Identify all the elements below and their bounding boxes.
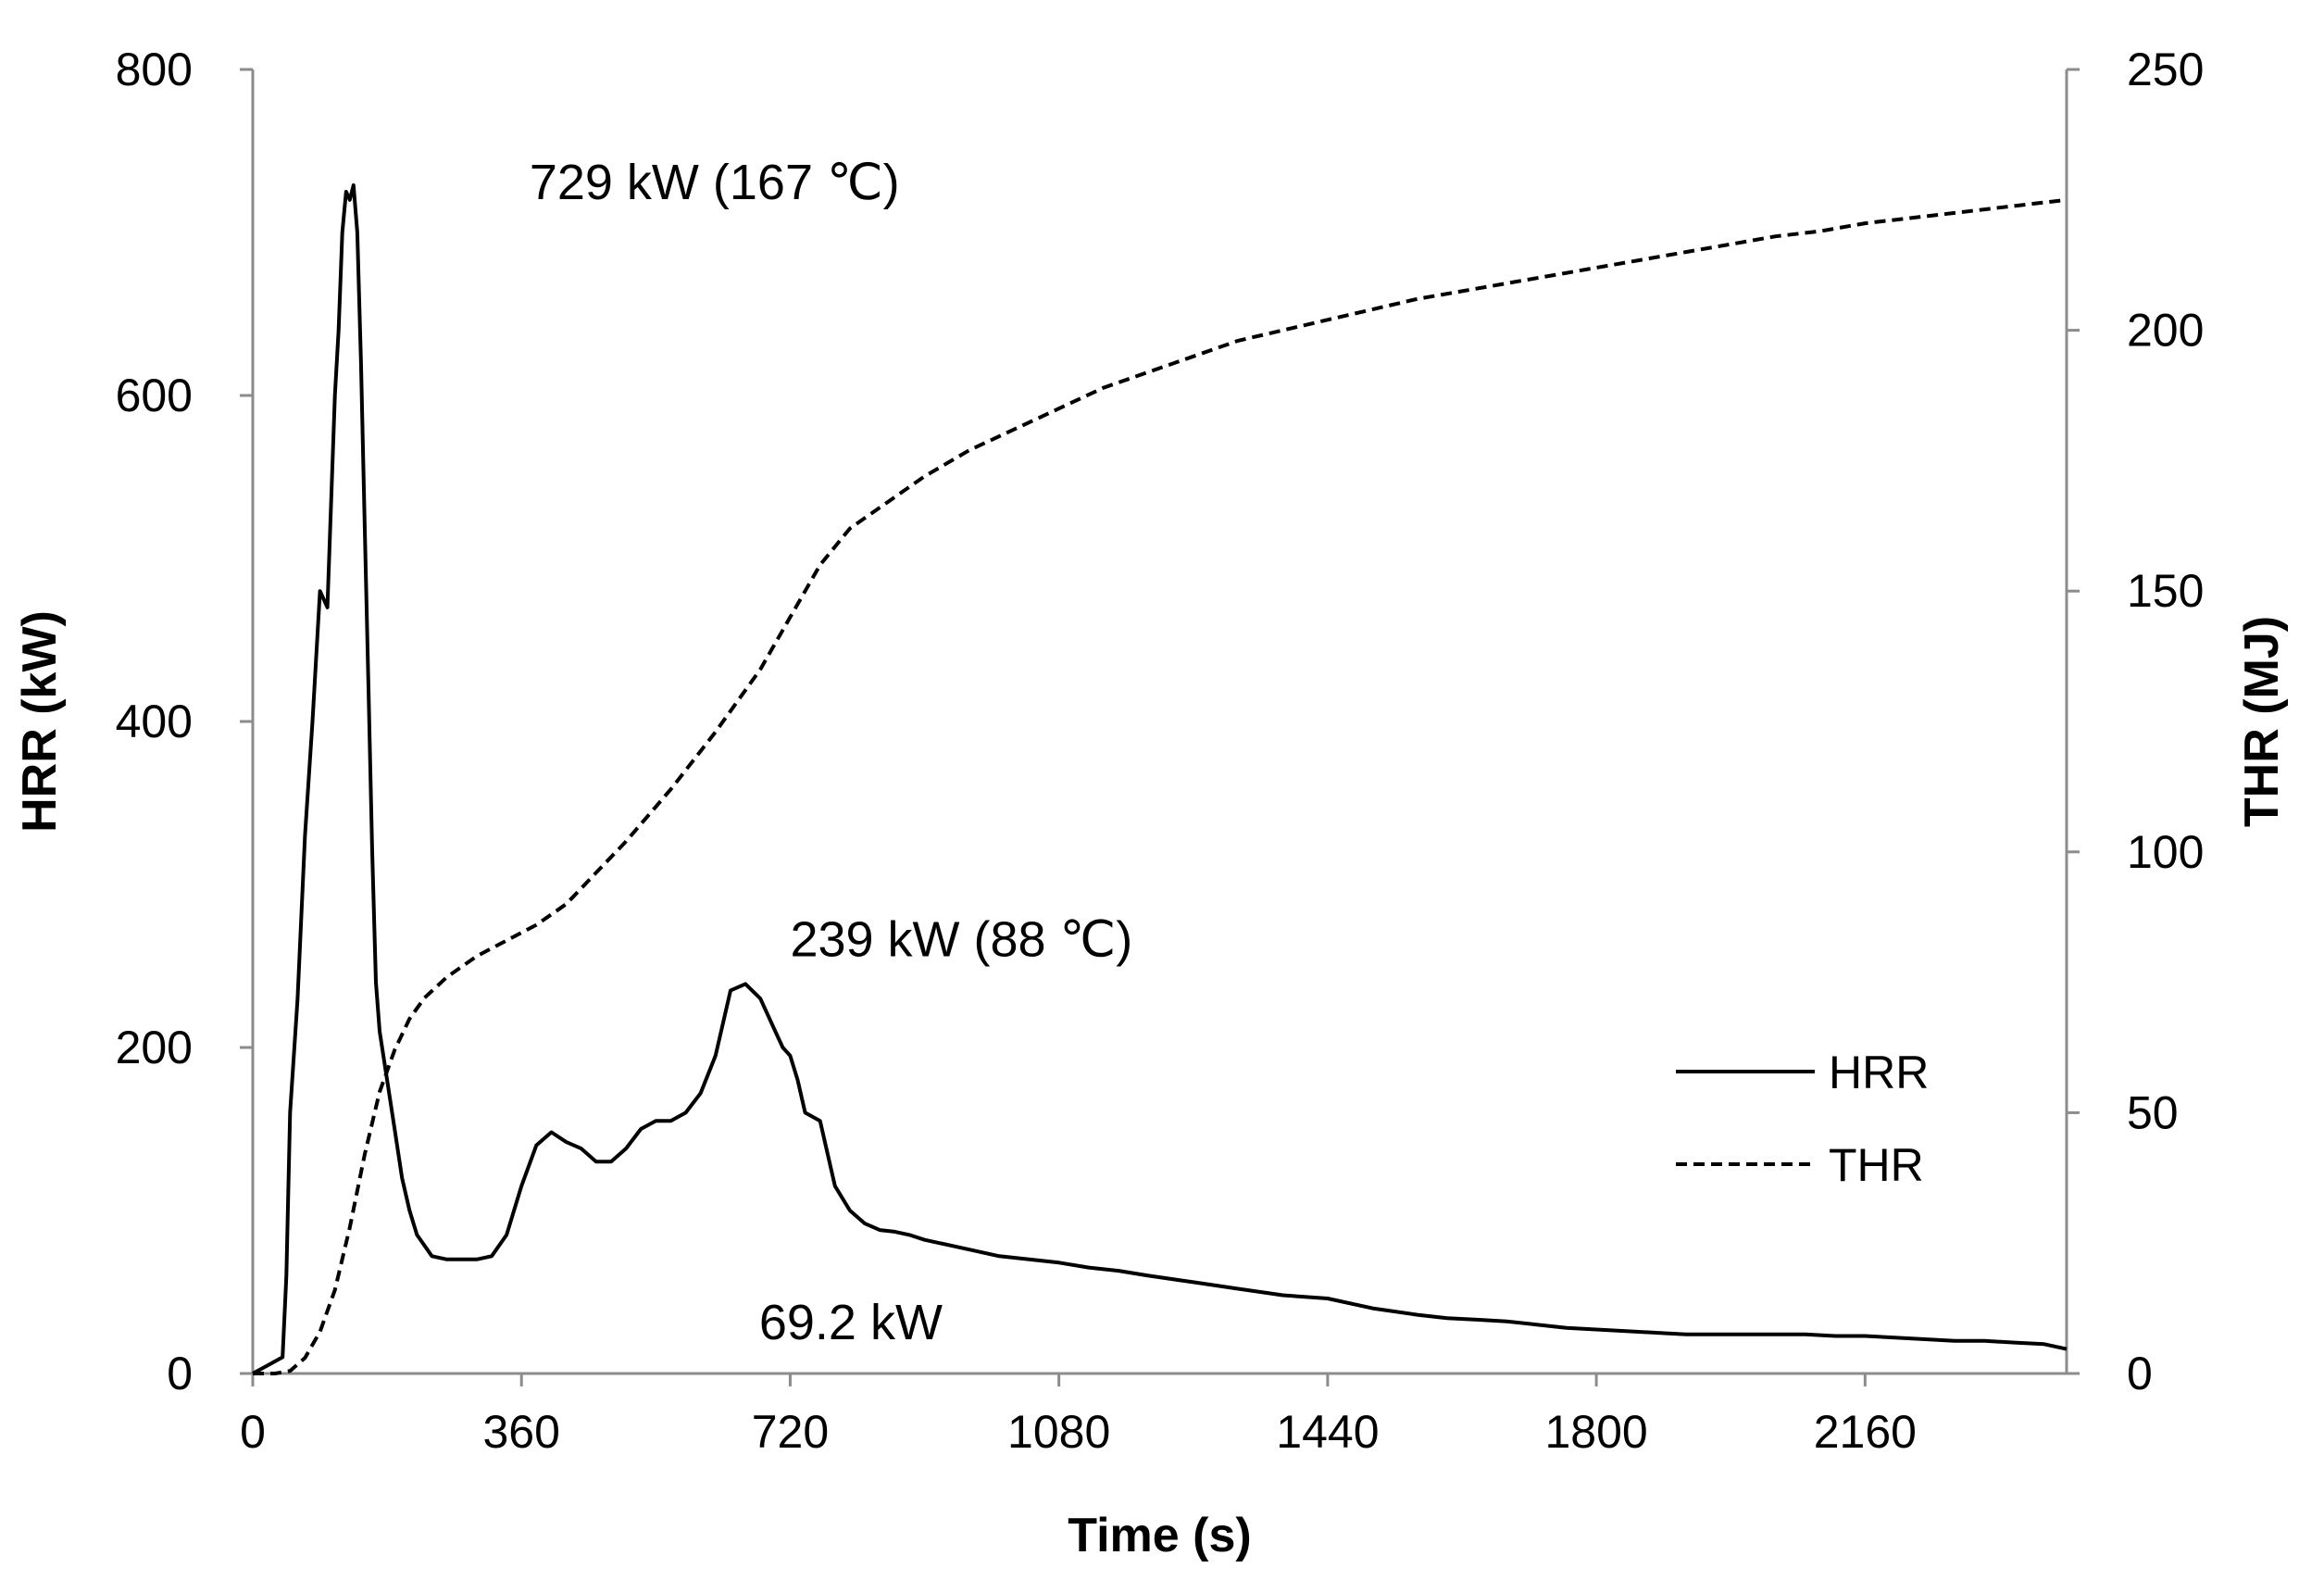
y-tick-label-right: 0	[2127, 1348, 2153, 1399]
legend-label-hrr: HRR	[1829, 1047, 1929, 1098]
y-tick-label-right: 250	[2127, 44, 2204, 95]
y-tick-label-right: 200	[2127, 305, 2204, 357]
y-tick-label-right: 150	[2127, 565, 2204, 617]
x-tick-label: 1440	[1276, 1406, 1379, 1458]
annotations: 729 kW (167 ℃) 239 kW (88 ℃) 69.2 kW	[530, 155, 1132, 1350]
series-line-thr	[253, 197, 2068, 1375]
legend-label-thr: THR	[1829, 1139, 1924, 1191]
y-axis-title-right: THR (MJ)	[2235, 616, 2289, 827]
x-tick-label: 720	[752, 1406, 829, 1458]
y-tick-label-left: 800	[116, 44, 193, 95]
annotation-label: 69.2 kW	[759, 1295, 943, 1350]
x-tick-label: 360	[483, 1406, 560, 1458]
y-tick-label-left: 200	[116, 1022, 193, 1073]
series-line-hrr	[252, 183, 2068, 1375]
series	[252, 183, 2068, 1375]
y-tick-label-left: 400	[116, 696, 193, 747]
y-tick-label-right: 50	[2127, 1086, 2179, 1138]
y-tick-label-left: 600	[116, 370, 193, 421]
y-tick-label-left: 0	[167, 1348, 193, 1399]
x-tick-label: 0	[240, 1406, 266, 1458]
ticks: 0 360 720 1080 1440 1800 2160 0 200 400 600 800 0 50 1…	[116, 44, 2205, 1458]
y-tick-label-right: 100	[2127, 826, 2204, 878]
x-tick-label: 1800	[1544, 1406, 1647, 1458]
annotation-label: 239 kW (88 ℃)	[790, 911, 1132, 967]
x-tick-label: 1080	[1007, 1406, 1110, 1458]
annotation-label: 729 kW (167 ℃)	[530, 155, 900, 210]
y-axis-title-left: HRR (kW)	[13, 610, 67, 833]
legend: HRR THR	[1676, 1047, 1929, 1191]
x-axis-title: Time (s)	[1068, 1509, 1251, 1562]
x-tick-label: 2160	[1814, 1406, 1917, 1458]
